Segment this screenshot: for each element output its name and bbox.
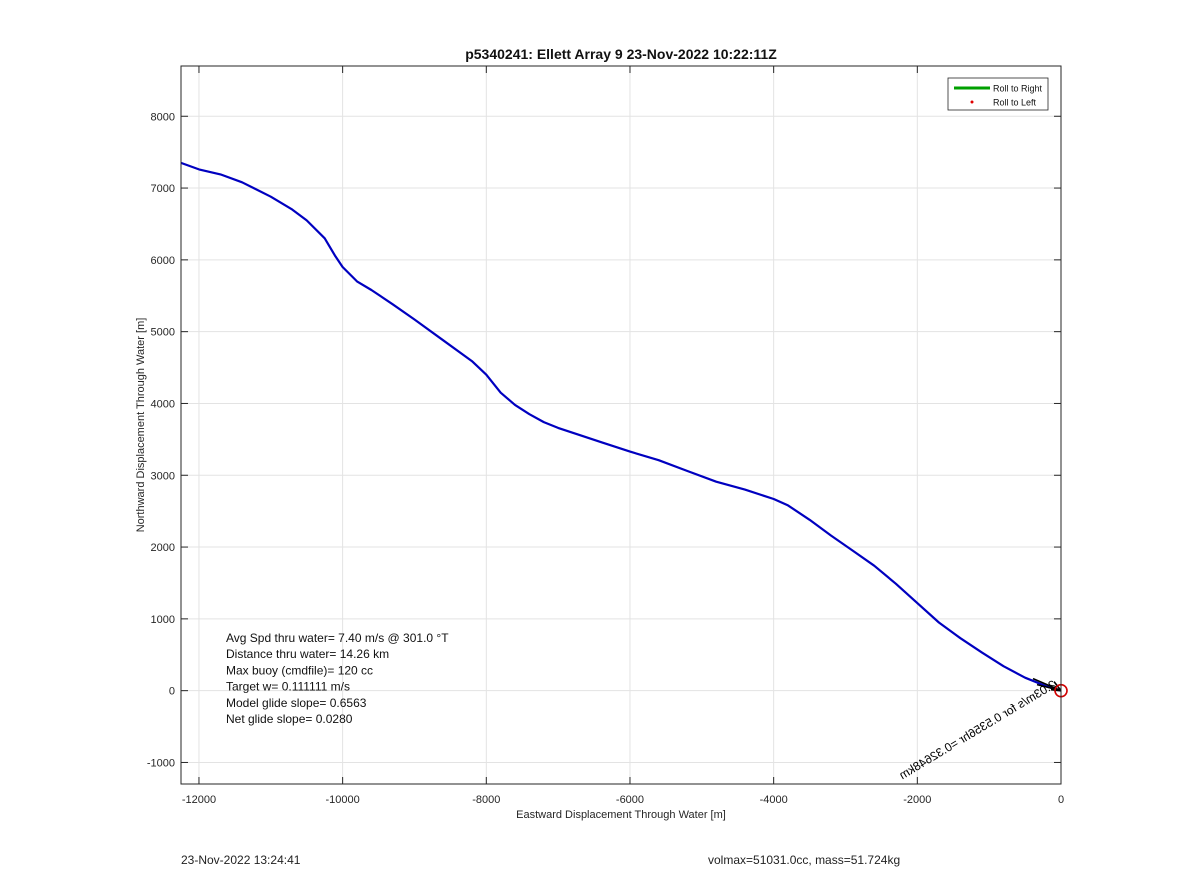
legend-label: Roll to Right (993, 84, 1043, 94)
axes-box (180, 65, 1062, 785)
arrow-stroke (1032, 677, 1062, 692)
x-tick-label: -10000 (325, 794, 359, 806)
x-tick-label: 0 (1058, 794, 1064, 806)
chart-title: p5340241: Ellett Array 9 23-Nov-2022 10:… (465, 46, 777, 62)
footer-mass-info: volmax=51031.0cc, mass=51.724kg (708, 853, 901, 867)
y-tick-label: 1000 (151, 614, 175, 626)
x-tick-label: -2000 (903, 794, 931, 806)
footer-timestamp: 23-Nov-2022 13:24:41 (181, 853, 301, 867)
y-tick-label: 5000 (151, 327, 175, 339)
stats-line: Avg Spd thru water= 7.40 m/s @ 301.0 °T (226, 631, 449, 645)
y-tick-label: 2000 (151, 542, 175, 554)
legend-box (947, 77, 1049, 111)
trajectory-line (180, 161, 1062, 692)
x-tick-label: -6000 (616, 794, 644, 806)
y-axis-label: Northward Displacement Through Water [m] (135, 318, 147, 533)
y-tick-label: 4000 (151, 398, 175, 410)
legend-label: Roll to Left (993, 98, 1037, 108)
y-tick-label: 6000 (151, 255, 175, 267)
stats-line: Net glide slope= 0.0280 (226, 712, 353, 726)
y-tick-label: 3000 (151, 470, 175, 482)
stats-line: Model glide slope= 0.6563 (226, 696, 367, 710)
x-tick-label: -12000 (182, 794, 216, 806)
x-axis-label: Eastward Displacement Through Water [m] (516, 809, 726, 821)
stats-line: Distance thru water= 14.26 km (226, 647, 389, 661)
arrow-stroke (1050, 688, 1062, 692)
y-tick-label: 0 (169, 686, 175, 698)
stats-line: Max buoy (cmdfile)= 120 cc (226, 663, 373, 677)
x-tick-label: -8000 (472, 794, 500, 806)
y-tick-label: 7000 (151, 183, 175, 195)
stats-line: Target w= 0.111111 m/s (226, 680, 350, 694)
legend-swatch-dot (970, 100, 974, 104)
plot-area (181, 66, 1061, 784)
y-tick-label: -1000 (147, 757, 175, 769)
x-tick-label: -4000 (760, 794, 788, 806)
y-tick-label: 8000 (151, 111, 175, 123)
